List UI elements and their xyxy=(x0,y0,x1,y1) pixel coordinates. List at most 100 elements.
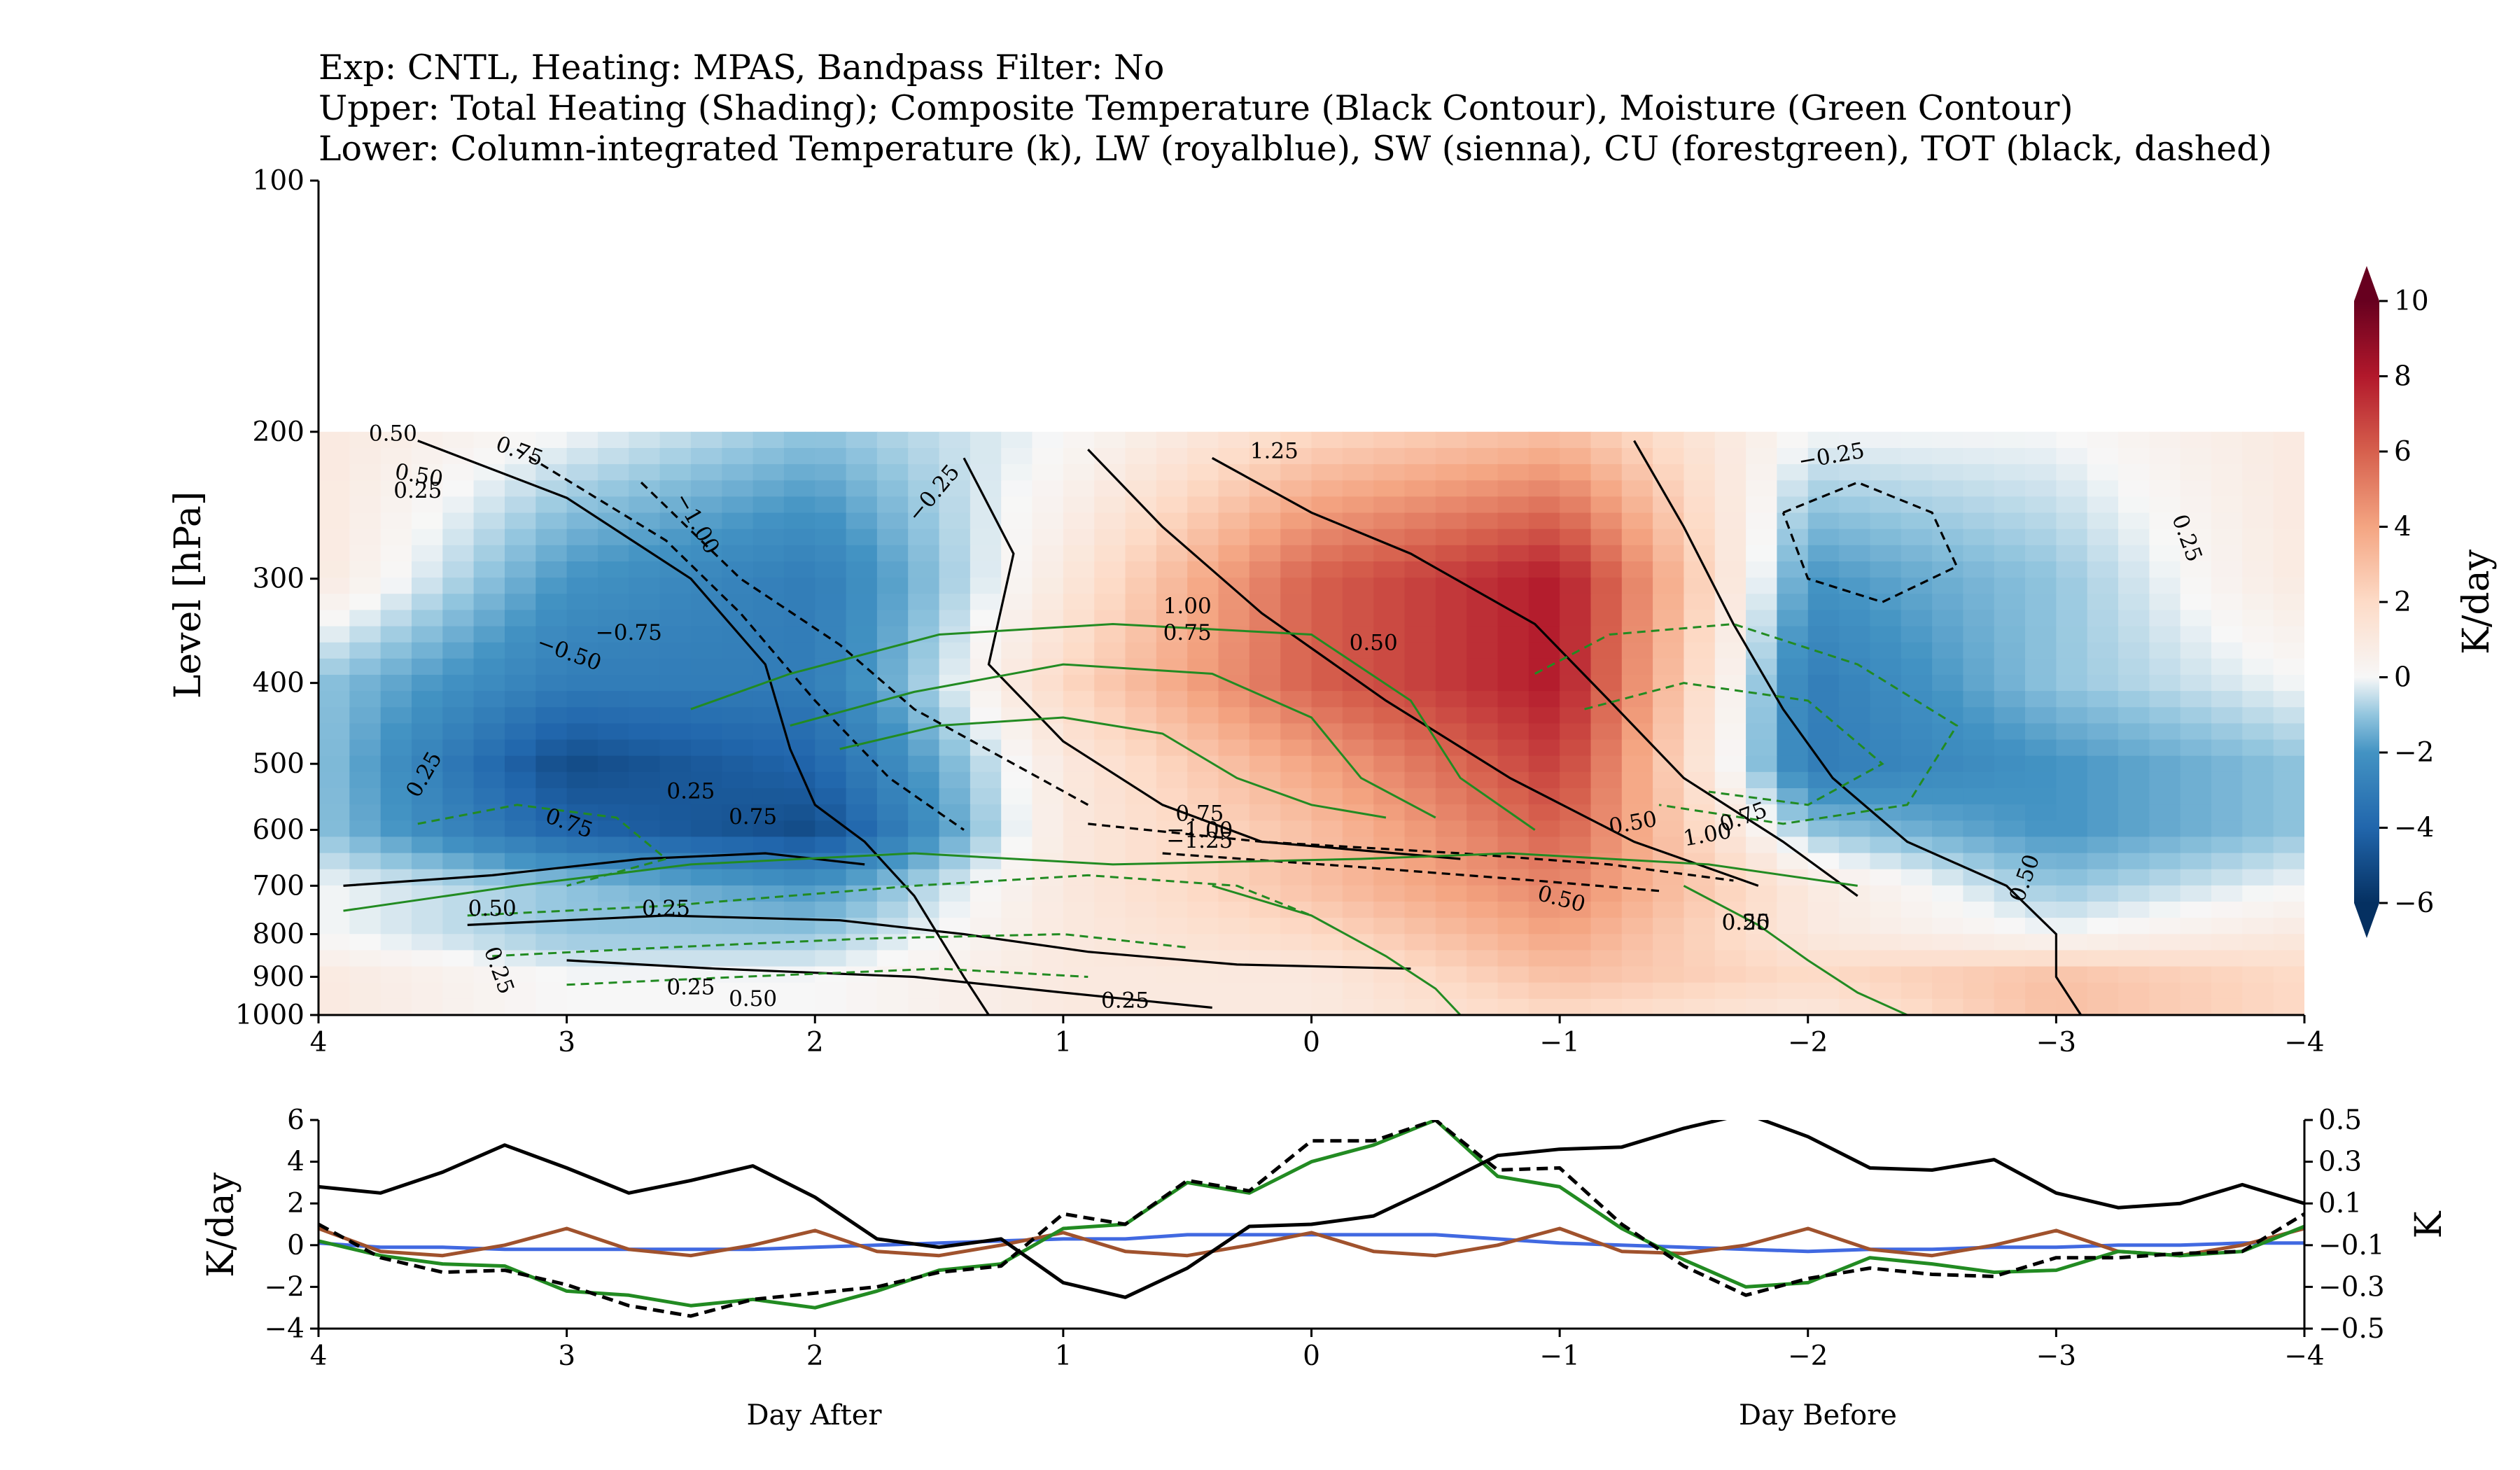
heatmap-cell xyxy=(1870,626,1902,643)
moisture-contour xyxy=(1584,682,1884,806)
heatmap-cell xyxy=(349,739,382,757)
heatmap-cell xyxy=(1404,561,1436,579)
lower-y-label-left: K/day xyxy=(200,1172,242,1278)
heatmap-cell xyxy=(505,723,537,741)
lower-x-tick-label: 1 xyxy=(1054,1340,1072,1372)
heatmap-cell xyxy=(1218,594,1250,611)
heatmap-cell xyxy=(1280,869,1312,886)
heatmap-cell xyxy=(1963,626,1995,643)
heatmap-cell xyxy=(690,788,723,806)
heatmap-cell xyxy=(1870,578,1902,595)
heatmap-cell xyxy=(1963,512,1995,530)
heatmap-cell xyxy=(1311,998,1343,1015)
heatmap-cell xyxy=(969,771,1002,789)
heatmap-cell xyxy=(1684,431,1716,449)
heatmap-cell xyxy=(939,496,971,514)
heatmap-cell xyxy=(1684,464,1716,482)
heatmap-cell xyxy=(1932,771,1964,789)
heatmap-cell xyxy=(969,723,1002,741)
heatmap-cell xyxy=(1249,578,1282,595)
heatmap-cell xyxy=(876,723,909,741)
heatmap-cell xyxy=(2273,853,2304,870)
heatmap-cell xyxy=(2149,626,2181,643)
heatmap-cell xyxy=(1404,918,1436,935)
heatmap-cell xyxy=(815,480,847,498)
heatmap-cell xyxy=(1932,739,1964,757)
heatmap-cell xyxy=(2118,691,2150,708)
heatmap-cell xyxy=(2180,739,2212,757)
heatmap-cell xyxy=(1932,885,1964,902)
heatmap-cell xyxy=(2180,950,2212,967)
heatmap-cell xyxy=(2025,934,2057,951)
heatmap-cell xyxy=(1373,885,1406,902)
heatmap-cell xyxy=(566,820,598,838)
heatmap-cell xyxy=(1900,561,1933,579)
heatmap-cell xyxy=(939,480,971,498)
heatmap-cell xyxy=(2149,512,2181,530)
heatmap-cell xyxy=(1404,902,1436,919)
heatmap-cell xyxy=(1187,448,1219,465)
heatmap-cell xyxy=(1156,545,1189,562)
heatmap-cell xyxy=(536,836,568,854)
heatmap-cell xyxy=(380,578,412,595)
heatmap-cell xyxy=(1714,642,1747,659)
heatmap-cell xyxy=(846,755,878,773)
heatmap-cell xyxy=(505,480,537,498)
heatmap-cell xyxy=(752,561,785,579)
heatmap-cell xyxy=(1746,512,1778,530)
heatmap-cell xyxy=(1187,723,1219,741)
heatmap-cell xyxy=(1187,675,1219,692)
heatmap-cell xyxy=(1435,448,1468,465)
heatmap-cell xyxy=(442,739,475,757)
heatmap-cell xyxy=(846,578,878,595)
heatmap-cell xyxy=(908,771,940,789)
heatmap-cell xyxy=(1870,658,1902,676)
heatmap-cell xyxy=(1900,966,1933,983)
heatmap-cell xyxy=(908,836,940,854)
heatmap-cell xyxy=(1435,578,1468,595)
heatmap-cell xyxy=(1466,788,1499,806)
temperature-contour xyxy=(566,959,1212,1009)
heatmap-cell xyxy=(2118,610,2150,627)
heatmap-cell xyxy=(2056,820,2088,838)
heatmap-cell xyxy=(783,707,816,724)
heatmap-cell xyxy=(1870,739,1902,757)
heatmap-cell xyxy=(1001,739,1033,757)
heatmap-cell xyxy=(1590,496,1623,514)
heatmap-cell xyxy=(1311,448,1343,465)
heatmap-cell xyxy=(2149,836,2181,854)
heatmap-cell xyxy=(2273,836,2304,854)
heatmap-cell xyxy=(349,496,382,514)
heatmap-cell xyxy=(690,707,723,724)
heatmap-cell xyxy=(1001,480,1033,498)
heatmap-cell xyxy=(1900,512,1933,530)
heatmap-cell xyxy=(349,853,382,870)
heatmap-cell xyxy=(969,836,1002,854)
heatmap-cell xyxy=(1807,528,1840,546)
heatmap-cell xyxy=(1156,431,1189,449)
heatmap-cell xyxy=(1807,480,1840,498)
heatmap-cell xyxy=(1994,707,2026,724)
heatmap-cell xyxy=(1466,885,1499,902)
heatmap-cell xyxy=(690,528,723,546)
heatmap-cell xyxy=(1994,902,2026,919)
heatmap-cell xyxy=(1280,480,1312,498)
heatmap-cell xyxy=(1373,675,1406,692)
heatmap-cell xyxy=(318,804,351,822)
heatmap-cell xyxy=(1063,431,1096,449)
heatmap-cell xyxy=(1466,836,1499,854)
heatmap-cell xyxy=(2087,658,2119,676)
heatmap-cell xyxy=(876,431,909,449)
heatmap-cell xyxy=(1560,885,1592,902)
heatmap-cell xyxy=(1870,771,1902,789)
heatmap-cell xyxy=(380,464,412,482)
heatmap-cell xyxy=(1311,431,1343,449)
heatmap-cell xyxy=(1218,966,1250,983)
heatmap-cell xyxy=(536,464,568,482)
heatmap-cell xyxy=(1435,788,1468,806)
colorbar-tick-label: 2 xyxy=(2394,587,2412,618)
heatmap-cell xyxy=(566,658,598,676)
heatmap-cell xyxy=(2087,771,2119,789)
heatmap-cell xyxy=(1807,658,1840,676)
